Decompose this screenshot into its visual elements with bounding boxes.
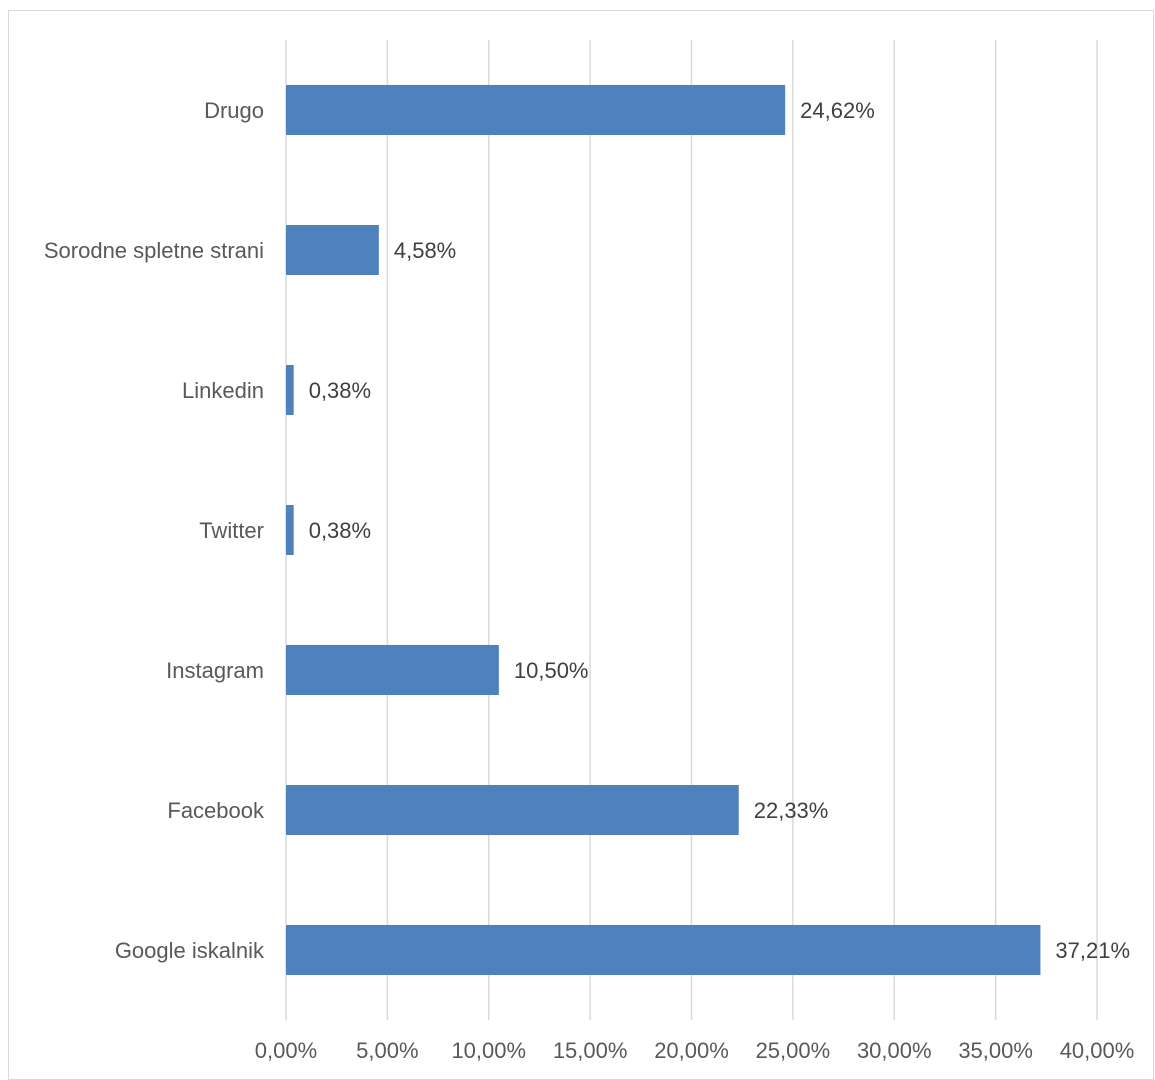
data-label: 4,58%: [394, 238, 456, 263]
category-label: Sorodne spletne strani: [44, 238, 264, 263]
x-tick-label: 15,00%: [553, 1038, 628, 1063]
x-tick-label: 10,00%: [451, 1038, 526, 1063]
data-labels: 24,62% 4,58% 0,38% 0,38% 10,50% 22,33% 37,21%: [309, 98, 1130, 963]
category-label: Linkedin: [182, 378, 264, 403]
x-axis-tick-labels: 0,00% 5,00% 10,00% 15,00% 20,00% 25,00% 30,00%…: [255, 1038, 1135, 1063]
category-label: Instagram: [166, 658, 264, 683]
bar: [286, 85, 786, 135]
x-tick-label: 20,00%: [654, 1038, 729, 1063]
x-tick-label: 35,00%: [958, 1038, 1033, 1063]
category-label: Twitter: [199, 518, 264, 543]
x-tick-label: 0,00%: [255, 1038, 317, 1063]
bars: [286, 85, 1041, 975]
x-tick-label: 25,00%: [756, 1038, 831, 1063]
bar: [286, 365, 294, 415]
data-label: 37,21%: [1055, 938, 1130, 963]
data-label: 10,50%: [514, 658, 589, 683]
gridlines: [285, 40, 1098, 1020]
bar: [286, 785, 739, 835]
bar: [286, 925, 1041, 975]
x-tick-label: 40,00%: [1060, 1038, 1135, 1063]
category-label: Facebook: [167, 798, 265, 823]
category-labels: Drugo Sorodne spletne strani Linkedin Twitt…: [44, 98, 265, 963]
x-tick-label: 5,00%: [356, 1038, 418, 1063]
x-tick-label: 30,00%: [857, 1038, 932, 1063]
bar: [286, 225, 379, 275]
data-label: 0,38%: [309, 518, 371, 543]
category-label: Google iskalnik: [115, 938, 265, 963]
bar: [286, 505, 294, 555]
data-label: 24,62%: [800, 98, 875, 123]
data-label: 22,33%: [754, 798, 829, 823]
category-label: Drugo: [204, 98, 264, 123]
data-label: 0,38%: [309, 378, 371, 403]
bar: [286, 645, 499, 695]
